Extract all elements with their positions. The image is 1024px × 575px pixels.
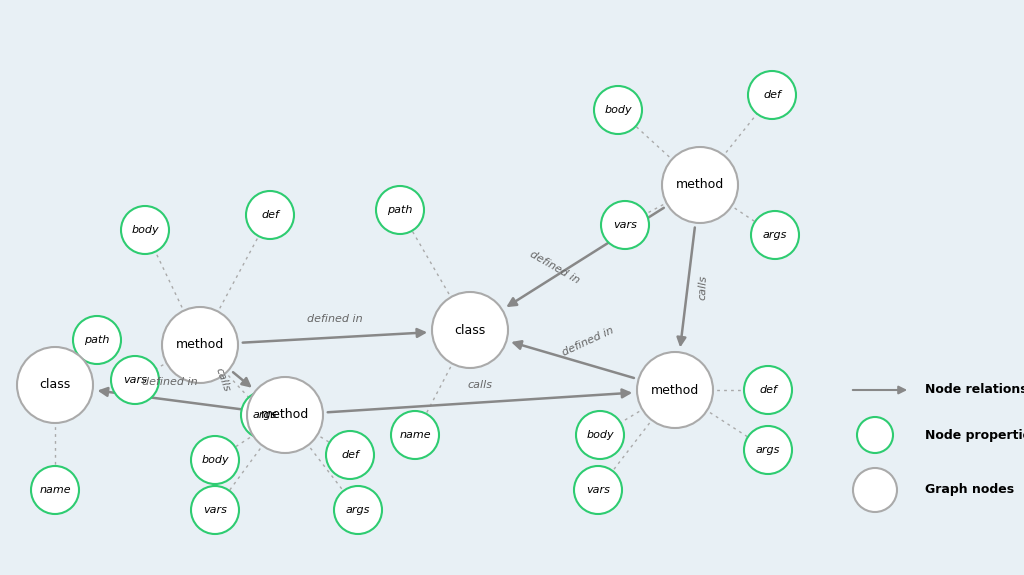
Circle shape xyxy=(744,366,792,414)
Text: path: path xyxy=(84,335,110,345)
Text: method: method xyxy=(676,178,724,191)
Text: class: class xyxy=(455,324,485,336)
Text: def: def xyxy=(341,450,359,460)
Text: vars: vars xyxy=(203,505,227,515)
Text: def: def xyxy=(763,90,781,100)
Text: Graph nodes: Graph nodes xyxy=(925,484,1014,496)
Circle shape xyxy=(391,411,439,459)
Circle shape xyxy=(748,71,796,119)
Circle shape xyxy=(594,86,642,134)
Circle shape xyxy=(601,201,649,249)
Text: defined in: defined in xyxy=(560,325,614,358)
Circle shape xyxy=(334,486,382,534)
Text: body: body xyxy=(131,225,159,235)
Circle shape xyxy=(575,411,624,459)
Circle shape xyxy=(744,426,792,474)
Text: name: name xyxy=(399,430,431,440)
Text: defined in: defined in xyxy=(142,377,198,387)
Text: path: path xyxy=(387,205,413,215)
Text: vars: vars xyxy=(613,220,637,230)
Text: Node relationships: Node relationships xyxy=(925,384,1024,397)
Circle shape xyxy=(191,486,239,534)
Text: args: args xyxy=(763,230,787,240)
Text: calls: calls xyxy=(697,275,708,300)
Circle shape xyxy=(191,436,239,484)
Text: body: body xyxy=(586,430,613,440)
Circle shape xyxy=(853,468,897,512)
Circle shape xyxy=(662,147,738,223)
Circle shape xyxy=(121,206,169,254)
Circle shape xyxy=(17,347,93,423)
Circle shape xyxy=(326,431,374,479)
Circle shape xyxy=(574,466,622,514)
Text: method: method xyxy=(651,384,699,397)
Text: defined in: defined in xyxy=(528,250,582,286)
Text: calls: calls xyxy=(468,380,493,389)
Text: name: name xyxy=(39,485,71,495)
Text: args: args xyxy=(756,445,780,455)
Circle shape xyxy=(857,417,893,453)
Text: Node properties: Node properties xyxy=(925,428,1024,442)
Circle shape xyxy=(376,186,424,234)
Text: defined in: defined in xyxy=(307,315,362,324)
Circle shape xyxy=(73,316,121,364)
Text: body: body xyxy=(604,105,632,115)
Text: method: method xyxy=(261,408,309,421)
Circle shape xyxy=(751,211,799,259)
Text: method: method xyxy=(176,339,224,351)
Circle shape xyxy=(637,352,713,428)
Text: vars: vars xyxy=(586,485,610,495)
Text: vars: vars xyxy=(123,375,146,385)
Text: args: args xyxy=(253,410,278,420)
Text: def: def xyxy=(759,385,777,395)
Text: def: def xyxy=(261,210,279,220)
Circle shape xyxy=(432,292,508,368)
Text: body: body xyxy=(201,455,228,465)
Text: class: class xyxy=(39,378,71,392)
Circle shape xyxy=(31,466,79,514)
Circle shape xyxy=(247,377,323,453)
Circle shape xyxy=(241,391,289,439)
Circle shape xyxy=(162,307,238,383)
Circle shape xyxy=(246,191,294,239)
Circle shape xyxy=(111,356,159,404)
Text: args: args xyxy=(346,505,371,515)
Text: calls: calls xyxy=(214,366,231,393)
